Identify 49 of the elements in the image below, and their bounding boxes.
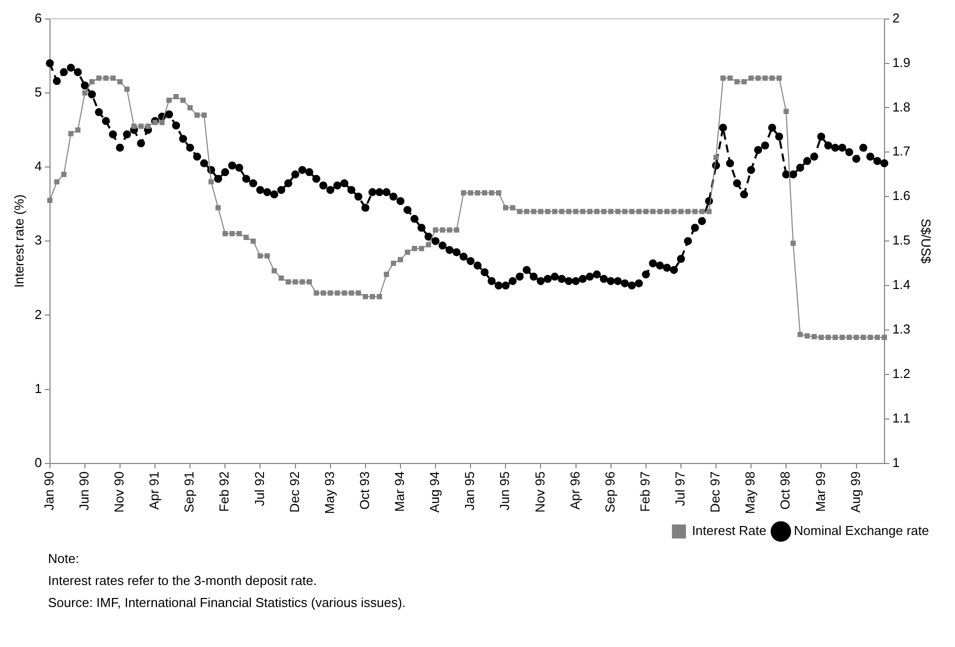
x-tick-label: Oct 93 bbox=[356, 471, 372, 510]
x-tick-label: Jan 90 bbox=[41, 471, 56, 510]
x-tick-label: Jun 90 bbox=[76, 471, 92, 510]
x-tick-label: Dec 97 bbox=[708, 471, 723, 513]
y2-tick-label: 1.3 bbox=[892, 322, 910, 337]
y2-tick-label: 1.2 bbox=[892, 366, 910, 382]
y-tick-label: 3 bbox=[34, 232, 42, 248]
y-axis-title: Interest rate (%) bbox=[11, 194, 26, 288]
x-tick-label: Aug 94 bbox=[427, 471, 442, 513]
y2-axis-title: S$/US$ bbox=[918, 218, 934, 264]
x-tick-label: Nov 90 bbox=[112, 471, 127, 513]
x-tick-label: Aug 99 bbox=[848, 471, 863, 513]
y2-tick-label: 2 bbox=[892, 10, 900, 26]
x-tick-label: May 98 bbox=[742, 471, 758, 514]
x-tick-label: Dec 92 bbox=[286, 471, 302, 513]
y2-tick-label: 1 bbox=[892, 454, 900, 470]
y2-tick-label: 1.4 bbox=[892, 277, 910, 292]
x-tick-label: Apr 91 bbox=[146, 471, 162, 510]
y2-tick-label: 1.6 bbox=[892, 188, 910, 204]
y-tick-label: 0 bbox=[34, 454, 42, 470]
y-tick-label: 2 bbox=[34, 306, 42, 322]
x-tick-label: Nov 95 bbox=[532, 471, 548, 513]
y-tick-label: 1 bbox=[34, 380, 42, 396]
legend-label: Interest Rate bbox=[692, 523, 766, 538]
legend-label: Nominal Exchange rate bbox=[794, 523, 930, 538]
y2-tick-label: 1.9 bbox=[892, 54, 910, 70]
y2-tick-label: 1.1 bbox=[892, 410, 910, 426]
y-tick-label: 5 bbox=[34, 84, 42, 100]
x-tick-label: Mar 94 bbox=[392, 471, 408, 512]
x-tick-label: Jun 95 bbox=[497, 471, 512, 510]
y-tick-label: 4 bbox=[34, 158, 42, 174]
x-tick-label: Sep 91 bbox=[182, 471, 197, 513]
x-tick-label: Feb 97 bbox=[637, 471, 652, 512]
y2-tick-label: 1.8 bbox=[892, 99, 910, 114]
text: Interest rates refer to the 3-month deposit rate. bbox=[48, 572, 318, 590]
y2-tick-label: 1.5 bbox=[892, 232, 910, 248]
x-tick-label: Jul 92 bbox=[252, 471, 267, 506]
x-tick-label: Jul 97 bbox=[672, 471, 688, 506]
x-tick-label: Oct 98 bbox=[778, 471, 793, 510]
text: Note: bbox=[48, 550, 80, 568]
y-tick-label: 6 bbox=[34, 10, 42, 26]
x-tick-label: Jan 95 bbox=[462, 471, 478, 510]
x-tick-label: Feb 92 bbox=[216, 471, 232, 512]
source-note: Source: IMF, International Financial Statistics (various issues). bbox=[48, 594, 407, 612]
x-tick-label: Sep 96 bbox=[602, 471, 618, 513]
y2-tick-label: 1.7 bbox=[892, 144, 910, 159]
x-tick-label: Mar 99 bbox=[812, 471, 828, 512]
x-tick-label: Apr 96 bbox=[567, 471, 582, 510]
x-tick-label: May 93 bbox=[322, 471, 337, 514]
